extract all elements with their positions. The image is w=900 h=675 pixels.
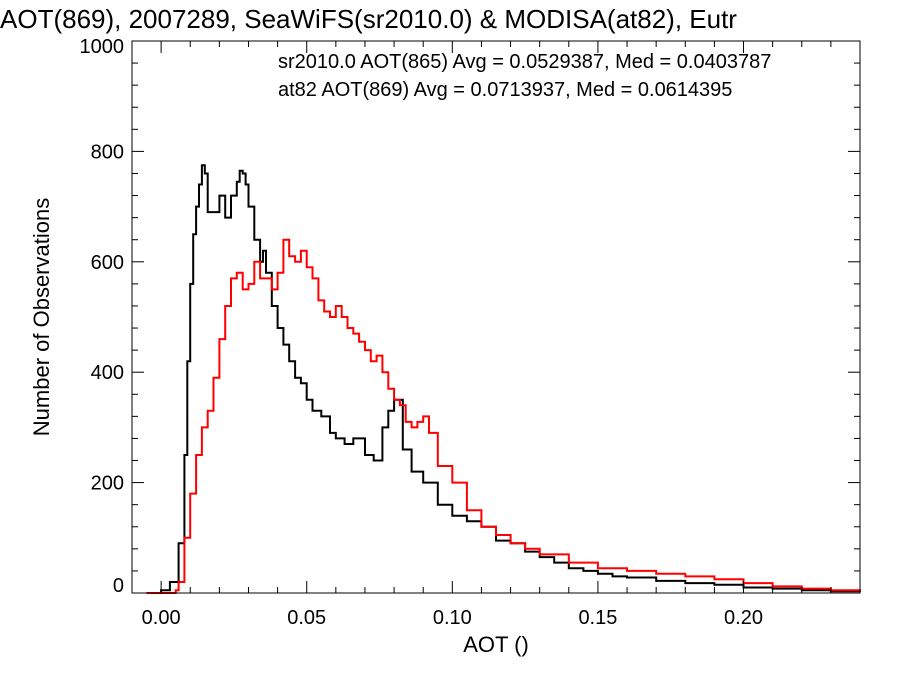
y-tick-label: 600 (91, 252, 124, 274)
annotation-sr2010-stats: sr2010.0 AOT(865) Avg = 0.0529387, Med =… (278, 51, 771, 73)
y-tick-label: 800 (91, 141, 124, 163)
x-tick-label: 0.00 (142, 607, 181, 629)
x-tick-label: 0.20 (724, 607, 763, 629)
x-tick-label: 0.15 (578, 607, 617, 629)
x-tick-label: 0.05 (287, 607, 326, 629)
axis-ticks (132, 40, 861, 594)
y-tick-label: 400 (91, 362, 124, 384)
series-line-0 (146, 164, 861, 594)
y-tick-labels: 0 200 400 600 800 1000 (80, 36, 125, 597)
y-tick-label: 0 (113, 575, 124, 597)
y-tick-label: 1000 (80, 36, 125, 58)
plot-frame (131, 40, 861, 594)
annotation-at82-stats: at82 AOT(869) Avg = 0.0713937, Med = 0.0… (278, 79, 732, 101)
chart-title: AOT(869), 2007289, SeaWiFS(sr2010.0) & M… (0, 4, 737, 34)
x-axis-label: AOT () (463, 632, 529, 657)
series-layer (146, 164, 861, 594)
y-axis-label: Number of Observations (29, 198, 54, 436)
y-tick-label: 200 (91, 473, 124, 495)
x-tick-labels: 0.00 0.05 0.10 0.15 0.20 (142, 607, 763, 629)
series-line-1 (146, 238, 861, 594)
x-tick-label: 0.10 (433, 607, 472, 629)
